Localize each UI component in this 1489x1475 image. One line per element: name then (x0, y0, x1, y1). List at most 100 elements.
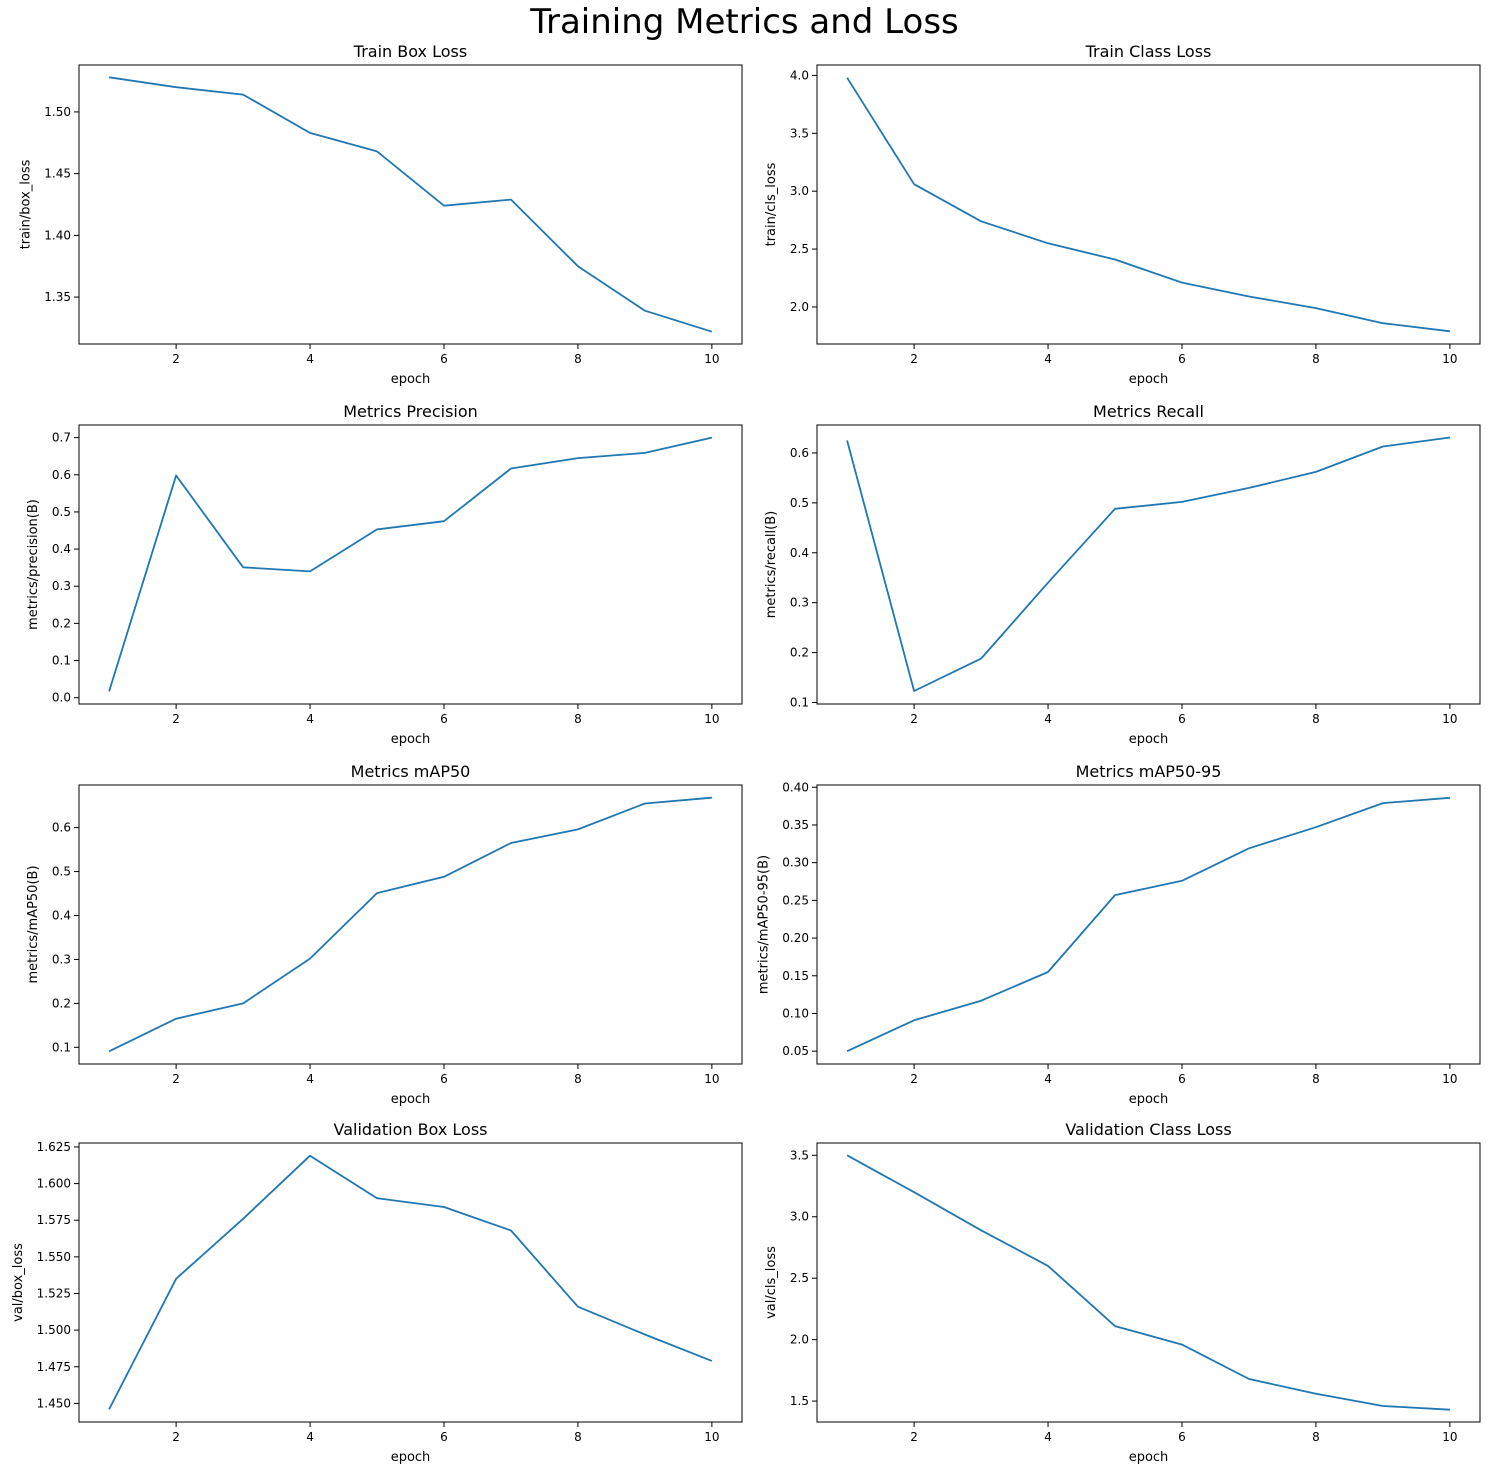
y-tick-label: 2.0 (790, 300, 809, 314)
y-tick-label: 2.0 (790, 1333, 809, 1347)
x-tick-label: 2 (910, 712, 918, 726)
x-tick-label: 4 (1044, 1072, 1052, 1086)
x-tick-label: 8 (574, 1072, 582, 1086)
x-tick-label: 4 (306, 1430, 314, 1444)
y-tick-label: 0.2 (52, 996, 71, 1010)
series-line (846, 1154, 1450, 1411)
y-tick-label: 4.0 (790, 68, 809, 82)
y-axis-label: metrics/mAP50(B) (26, 865, 41, 983)
y-tick-label: 0.0 (52, 691, 71, 705)
y-tick-label: 0.5 (52, 505, 71, 519)
plot-frame (78, 1142, 743, 1423)
x-tick-label: 2 (910, 352, 918, 366)
x-tick-label: 4 (306, 352, 314, 366)
x-tick-label: 8 (1312, 1072, 1320, 1086)
y-tick-label: 1.450 (37, 1396, 71, 1410)
y-tick-label: 1.600 (37, 1177, 71, 1191)
y-tick-label: 0.2 (52, 616, 71, 630)
x-tick-label: 10 (704, 1072, 719, 1086)
x-tick-label: 6 (440, 1072, 448, 1086)
y-tick-label: 0.3 (52, 952, 71, 966)
y-tick-label: 0.4 (52, 908, 71, 922)
y-tick-label: 1.625 (37, 1140, 71, 1154)
y-tick-label: 0.05 (782, 1044, 809, 1058)
x-tick-label: 8 (1312, 1430, 1320, 1444)
y-axis-label: val/cls_loss (764, 1246, 779, 1319)
y-axis-label: metrics/precision(B) (26, 499, 41, 630)
chart-title: Metrics mAP50-95 (1076, 762, 1222, 781)
x-tick-label: 6 (1178, 352, 1186, 366)
x-axis-label: epoch (1129, 1450, 1169, 1465)
y-axis-label: val/box_loss (11, 1243, 26, 1322)
chart-title: Validation Box Loss (333, 1120, 487, 1139)
chart-train-box-loss: Train Box Loss 2 4 6 8 10 1.35 1.40 1.45 1.50 epoc… (18, 42, 743, 387)
series-line (108, 76, 713, 333)
y-tick-label: 0.20 (782, 931, 809, 945)
x-axis-label: epoch (391, 372, 431, 387)
chart-train-class-loss: Train Class Loss 2 4 6 8 10 2.0 2.5 3.0 3.5 4.0 epo… (764, 42, 1481, 387)
x-tick-label: 4 (1044, 1430, 1052, 1444)
x-tick-label: 6 (440, 1430, 448, 1444)
y-tick-label: 0.6 (790, 446, 809, 460)
x-tick-label: 2 (172, 712, 180, 726)
y-tick-label: 1.40 (44, 228, 71, 242)
chart-title: Validation Class Loss (1065, 1120, 1231, 1139)
chart-metrics-map50: Metrics mAP50 2 4 6 8 10 0.1 0.2 0.3 0.4 0.5 0.6 epo… (26, 762, 743, 1107)
y-tick-label: 0.2 (790, 646, 809, 660)
y-tick-label: 0.25 (782, 893, 809, 907)
x-tick-label: 10 (704, 712, 719, 726)
chart-validation-class-loss: Validation Class Loss 2 4 6 8 10 1.5 2.0 2.5 3.0 3… (764, 1120, 1481, 1465)
x-tick-label: 8 (574, 712, 582, 726)
series-line (846, 436, 1451, 692)
y-tick-label: 0.7 (52, 431, 71, 445)
series-line (846, 77, 1451, 333)
chart-validation-box-loss: Validation Box Loss 2 4 6 8 10 1.450 1.475 1.500… (11, 1120, 743, 1465)
y-tick-label: 0.6 (52, 468, 71, 482)
series-line (108, 796, 712, 1053)
x-tick-label: 6 (1178, 1072, 1186, 1086)
x-tick-label: 8 (1312, 712, 1320, 726)
y-tick-label: 0.15 (782, 969, 809, 983)
plot-frame (816, 1142, 1481, 1423)
x-tick-label: 6 (440, 352, 448, 366)
y-tick-label: 0.40 (782, 780, 809, 794)
x-tick-label: 2 (172, 352, 180, 366)
y-tick-label: 0.1 (790, 696, 809, 710)
chart-title: Metrics Precision (343, 402, 478, 421)
plot-frame (78, 784, 743, 1065)
x-tick-label: 10 (1442, 1430, 1457, 1444)
x-tick-label: 8 (1312, 352, 1320, 366)
chart-metrics-recall: Metrics Recall 2 4 6 8 10 0.1 0.2 0.3 0.4 0.5 0.6 ep… (764, 402, 1481, 747)
chart-title: Train Box Loss (353, 42, 467, 61)
chart-metrics-map50-95: Metrics mAP50-95 2 4 6 8 10 0.05 0.10 0.15 0.20 0.… (756, 762, 1481, 1107)
y-tick-label: 3.5 (790, 126, 809, 140)
x-tick-label: 4 (306, 1072, 314, 1086)
x-tick-label: 2 (910, 1072, 918, 1086)
y-tick-label: 3.5 (790, 1148, 809, 1162)
x-tick-label: 10 (704, 352, 719, 366)
y-tick-label: 1.5 (790, 1394, 809, 1408)
y-axis-label: train/cls_loss (764, 162, 779, 246)
x-tick-label: 4 (1044, 352, 1052, 366)
x-axis-label: epoch (1129, 732, 1169, 747)
x-axis-label: epoch (391, 1450, 431, 1465)
y-tick-label: 0.5 (52, 865, 71, 879)
y-tick-label: 0.4 (52, 542, 71, 556)
plot-frame (78, 424, 743, 705)
x-tick-label: 10 (1442, 712, 1457, 726)
x-axis-label: epoch (1129, 1092, 1169, 1107)
chart-title: Metrics mAP50 (351, 762, 471, 781)
y-tick-label: 3.0 (790, 184, 809, 198)
y-tick-label: 1.50 (44, 105, 71, 119)
y-tick-label: 1.575 (37, 1213, 71, 1227)
y-tick-label: 0.5 (790, 496, 809, 510)
x-tick-label: 4 (1044, 712, 1052, 726)
x-tick-label: 6 (440, 712, 448, 726)
y-tick-label: 1.45 (44, 167, 71, 181)
x-axis-label: epoch (391, 1092, 431, 1107)
figure-title: Training Metrics and Loss (530, 2, 959, 42)
y-tick-label: 0.6 (52, 821, 71, 835)
plot-frame (816, 424, 1481, 705)
